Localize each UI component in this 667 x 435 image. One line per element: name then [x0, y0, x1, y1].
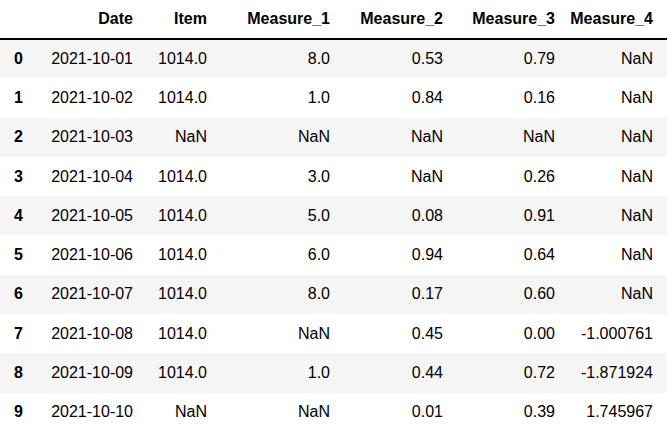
- cell: 2021-10-04: [28, 157, 147, 196]
- cell: 2021-10-06: [28, 235, 147, 274]
- cell: 0.26: [457, 157, 569, 196]
- cell: 0.16: [457, 78, 569, 117]
- cell: 0.45: [344, 314, 457, 353]
- cell: 0.72: [457, 353, 569, 392]
- table-row: 02021-10-011014.08.00.530.79NaN: [0, 39, 667, 78]
- cell: -1.871924: [569, 353, 667, 392]
- cell: NaN: [569, 39, 667, 78]
- row-index: 2: [0, 118, 28, 157]
- column-header: Measure_4: [569, 0, 667, 39]
- cell: NaN: [344, 157, 457, 196]
- table-body: 02021-10-011014.08.00.530.79NaN12021-10-…: [0, 39, 667, 432]
- cell: 0.08: [344, 196, 457, 235]
- cell: 2021-10-02: [28, 78, 147, 117]
- table-row: 22021-10-03NaNNaNNaNNaNNaN: [0, 118, 667, 157]
- cell: 2021-10-07: [28, 275, 147, 314]
- cell: 8.0: [221, 39, 344, 78]
- cell: 1014.0: [147, 314, 221, 353]
- table-row: 12021-10-021014.01.00.840.16NaN: [0, 78, 667, 117]
- cell: 0.79: [457, 39, 569, 78]
- dataframe-table: DateItemMeasure_1Measure_2Measure_3Measu…: [0, 0, 667, 432]
- cell: 0.01: [344, 393, 457, 432]
- cell: NaN: [569, 275, 667, 314]
- cell: 2021-10-08: [28, 314, 147, 353]
- column-header: Measure_1: [221, 0, 344, 39]
- cell: NaN: [569, 78, 667, 117]
- cell: 1.0: [221, 78, 344, 117]
- table-row: 42021-10-051014.05.00.080.91NaN: [0, 196, 667, 235]
- cell: NaN: [457, 118, 569, 157]
- table-row: 82021-10-091014.01.00.440.72-1.871924: [0, 353, 667, 392]
- cell: 0.84: [344, 78, 457, 117]
- cell: 0.91: [457, 196, 569, 235]
- row-index: 1: [0, 78, 28, 117]
- row-index: 0: [0, 39, 28, 78]
- cell: 0.39: [457, 393, 569, 432]
- cell: 2021-10-09: [28, 353, 147, 392]
- cell: 1014.0: [147, 353, 221, 392]
- cell: 0.64: [457, 235, 569, 274]
- cell: 1014.0: [147, 78, 221, 117]
- row-index: 7: [0, 314, 28, 353]
- table-row: 72021-10-081014.0NaN0.450.00-1.000761: [0, 314, 667, 353]
- cell: 1014.0: [147, 235, 221, 274]
- cell: NaN: [569, 196, 667, 235]
- cell: 1014.0: [147, 39, 221, 78]
- row-index: 6: [0, 275, 28, 314]
- column-header: Measure_2: [344, 0, 457, 39]
- table-row: 52021-10-061014.06.00.940.64NaN: [0, 235, 667, 274]
- cell: 0.00: [457, 314, 569, 353]
- cell: NaN: [344, 118, 457, 157]
- cell: 0.94: [344, 235, 457, 274]
- index-column-header: [0, 0, 28, 39]
- cell: NaN: [221, 393, 344, 432]
- cell: 1014.0: [147, 275, 221, 314]
- cell: 2021-10-03: [28, 118, 147, 157]
- cell: 0.60: [457, 275, 569, 314]
- cell: 2021-10-05: [28, 196, 147, 235]
- header-row: DateItemMeasure_1Measure_2Measure_3Measu…: [0, 0, 667, 39]
- cell: NaN: [569, 235, 667, 274]
- cell: 0.53: [344, 39, 457, 78]
- column-header: Measure_3: [457, 0, 569, 39]
- table-row: 32021-10-041014.03.0NaN0.26NaN: [0, 157, 667, 196]
- cell: NaN: [569, 157, 667, 196]
- table-row: 62021-10-071014.08.00.170.60NaN: [0, 275, 667, 314]
- row-index: 4: [0, 196, 28, 235]
- cell: NaN: [221, 314, 344, 353]
- cell: 1.0: [221, 353, 344, 392]
- row-index: 5: [0, 235, 28, 274]
- table-row: 92021-10-10NaNNaN0.010.391.745967: [0, 393, 667, 432]
- cell: 0.44: [344, 353, 457, 392]
- cell: 3.0: [221, 157, 344, 196]
- cell: NaN: [569, 118, 667, 157]
- cell: 8.0: [221, 275, 344, 314]
- column-header: Date: [28, 0, 147, 39]
- cell: 5.0: [221, 196, 344, 235]
- cell: 1.745967: [569, 393, 667, 432]
- cell: 1014.0: [147, 196, 221, 235]
- cell: -1.000761: [569, 314, 667, 353]
- cell: NaN: [147, 393, 221, 432]
- row-index: 8: [0, 353, 28, 392]
- cell: 1014.0: [147, 157, 221, 196]
- cell: NaN: [147, 118, 221, 157]
- column-header: Item: [147, 0, 221, 39]
- row-index: 9: [0, 393, 28, 432]
- cell: 6.0: [221, 235, 344, 274]
- cell: 2021-10-10: [28, 393, 147, 432]
- row-index: 3: [0, 157, 28, 196]
- cell: NaN: [221, 118, 344, 157]
- cell: 2021-10-01: [28, 39, 147, 78]
- cell: 0.17: [344, 275, 457, 314]
